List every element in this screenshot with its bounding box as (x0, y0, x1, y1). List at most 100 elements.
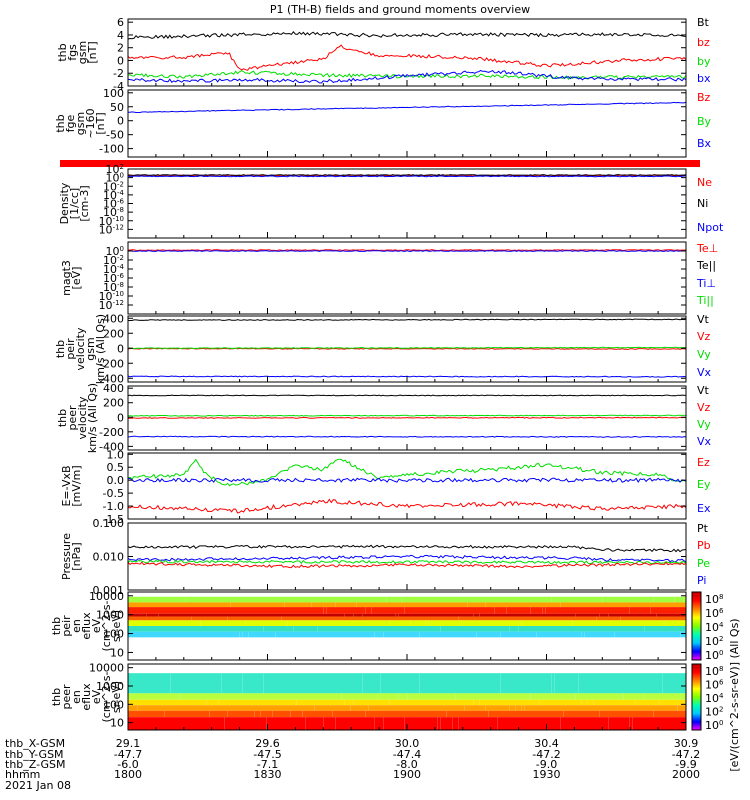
heatmap-speckle (323, 607, 324, 614)
x-tick-label: 2000 (672, 768, 700, 781)
heatmap-speckle (596, 616, 597, 621)
heatmap-speckle (551, 596, 552, 603)
legend-Vx: Vx (697, 435, 712, 448)
heatmap-speckle (473, 613, 474, 617)
heatmap-speckle (404, 717, 405, 730)
heatmap-speckle (650, 607, 651, 614)
colorbar-tick-exp: 0 (719, 719, 723, 727)
heatmap-speckle (452, 717, 453, 730)
colorbar-tick-exp: 4 (719, 692, 724, 700)
heatmap-speckle (200, 620, 201, 626)
y-axis-label: [mV/m] (70, 465, 83, 506)
panel-frame (127, 18, 687, 87)
heatmap-speckle (656, 613, 657, 617)
heatmap-speckle (509, 705, 510, 711)
legend-Bx: Bx (697, 137, 712, 150)
legend-Bt: Bt (697, 16, 710, 29)
legend-Te||: Te|| (696, 259, 716, 272)
y-tick-label: 100 (106, 172, 124, 185)
heatmap-speckle (653, 596, 654, 603)
y-tick-label: 0.0 (107, 474, 125, 487)
heatmap-speckle (425, 620, 426, 626)
x-row-label: thb_X-GSM (5, 737, 65, 750)
heatmap-speckle (458, 616, 459, 621)
y-axis-label: ~160 (84, 108, 97, 138)
y-axis-label: (cm^2-s- (100, 601, 113, 652)
y-tick-label: -400 (99, 372, 124, 385)
x-tick-label: -6.0 (117, 758, 138, 771)
panel-frame (127, 522, 687, 591)
heatmap-speckle (488, 710, 489, 718)
colorbar-tick: 104 (705, 692, 724, 705)
heatmap-speckle (608, 613, 609, 617)
panel-8: 10000 1000 100 10 thbpeirenefluxeV(cm^2-s-sr… (50, 590, 687, 661)
heatmap-speckle (146, 613, 147, 617)
y-axis-label: [eV] (70, 267, 83, 290)
x-tick-label: -47.5 (253, 748, 281, 761)
x-tick-label: 1800 (114, 768, 142, 781)
y-axis-label: km/s (All Qs) (94, 314, 107, 384)
heatmap-speckle (263, 673, 264, 694)
series-line-Ti⊥ (128, 250, 686, 252)
heatmap-speckle (317, 626, 318, 632)
heatmap-speckle (677, 705, 678, 711)
y-tick-label: 0 (117, 411, 124, 424)
colorbar-tick: 104 (705, 621, 724, 634)
heatmap-speckle (383, 631, 384, 638)
series-line-Bt (128, 31, 686, 40)
heatmap-speckle (500, 631, 501, 638)
heatmap-speckle (518, 626, 519, 632)
heatmap-speckle (164, 710, 165, 718)
series-line-bx (128, 69, 686, 84)
heatmap-speckle (437, 717, 438, 730)
y-tick-label: 1000 (96, 680, 124, 693)
heatmap-speckle (248, 631, 249, 638)
y-tick-exp: 0 (120, 172, 124, 180)
heatmap-speckle (389, 620, 390, 626)
heatmap-speckle (368, 705, 369, 711)
x-tick-label: 29.6 (255, 737, 280, 750)
y-tick-label: 0.5 (107, 461, 125, 474)
heatmap-band-7 (128, 631, 686, 638)
heatmap-speckle (374, 717, 375, 730)
colorbar-tick: 100 (705, 649, 723, 662)
colorbar-tick: 102 (705, 635, 723, 648)
y-tick-exp: -6 (117, 272, 125, 280)
heatmap-speckle (494, 607, 495, 614)
y-axis-label: [nPa] (70, 542, 83, 570)
y-axis-label: eflux (80, 612, 93, 640)
heatmap-speckle (509, 626, 510, 632)
x-tick-label: 30.4 (534, 737, 559, 750)
y-axis-label: thb (56, 409, 69, 427)
colorbar-tick-exp: 4 (719, 621, 724, 629)
series-line-Ez (128, 498, 686, 514)
heatmap-speckle (578, 673, 579, 694)
heatmap-speckle (659, 699, 660, 706)
series-line-Te⊥ (128, 249, 686, 252)
series-line-Vy (128, 346, 686, 350)
heatmap-speckle (380, 673, 381, 694)
y-tick-label: -200 (99, 426, 124, 439)
y-axis-label: Pressure (60, 533, 73, 580)
heatmap-speckle (473, 699, 474, 706)
heatmap-speckle (335, 717, 336, 730)
heatmap-speckle (353, 699, 354, 706)
y-tick-label: -50 (106, 129, 124, 142)
x-row-label: 2021 Jan 08 (5, 779, 71, 792)
colorbar-tick-exp: 8 (719, 665, 723, 673)
legend-Vx: Vx (697, 366, 712, 379)
x-tick-label: 1900 (393, 768, 421, 781)
legend-Npot: Npot (697, 221, 724, 234)
y-axis-label: peer (60, 684, 73, 710)
heatmap-speckle (575, 613, 576, 617)
y-tick-label: 0 (117, 115, 124, 128)
heatmap-band-0 (128, 673, 686, 694)
series-line-Vx (128, 435, 686, 438)
heatmap-speckle (404, 607, 405, 614)
y-tick-label: 1.0 (107, 448, 125, 461)
heatmap-speckle (365, 710, 366, 718)
